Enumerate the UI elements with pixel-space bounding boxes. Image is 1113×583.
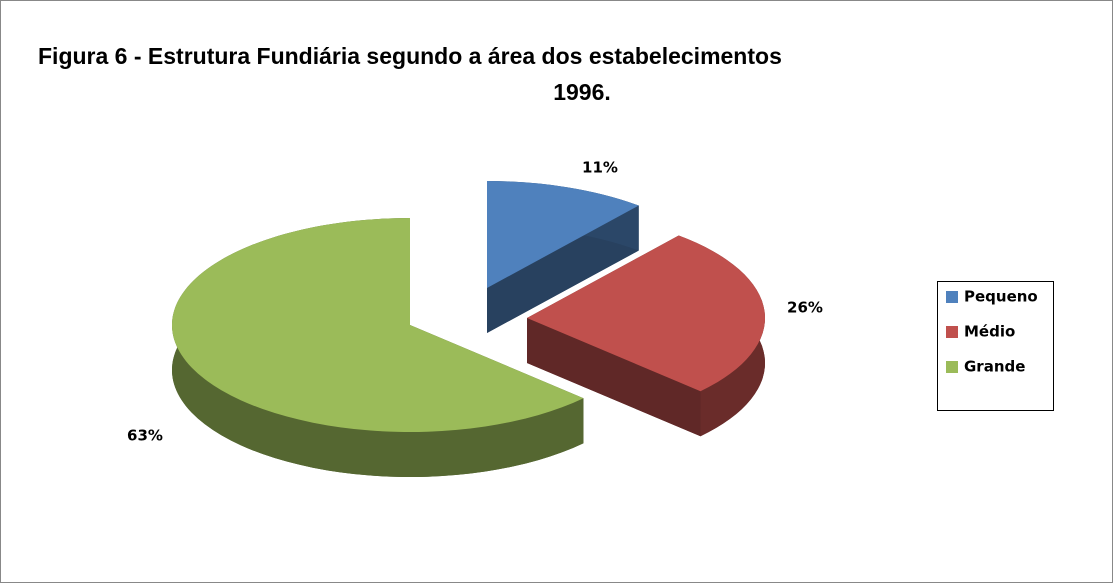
chart-title: 1996. — [553, 79, 611, 105]
legend-swatch — [946, 326, 958, 338]
slice-rim — [172, 218, 584, 478]
slice — [487, 181, 639, 288]
data-label: 26% — [787, 299, 823, 317]
legend-label: Pequeno — [964, 288, 1038, 306]
chart-title: Figura 6 - Estrutura Fundiária segundo a… — [38, 43, 782, 69]
data-label: 11% — [582, 159, 618, 177]
slice — [172, 218, 584, 432]
legend-label: Grande — [964, 358, 1025, 376]
slice-tops — [172, 181, 765, 432]
slice-wall — [527, 318, 701, 437]
legend-swatch — [946, 361, 958, 373]
slice — [527, 235, 765, 392]
legend-label: Médio — [964, 323, 1015, 341]
data-label: 63% — [127, 427, 163, 445]
legend-swatch — [946, 291, 958, 303]
